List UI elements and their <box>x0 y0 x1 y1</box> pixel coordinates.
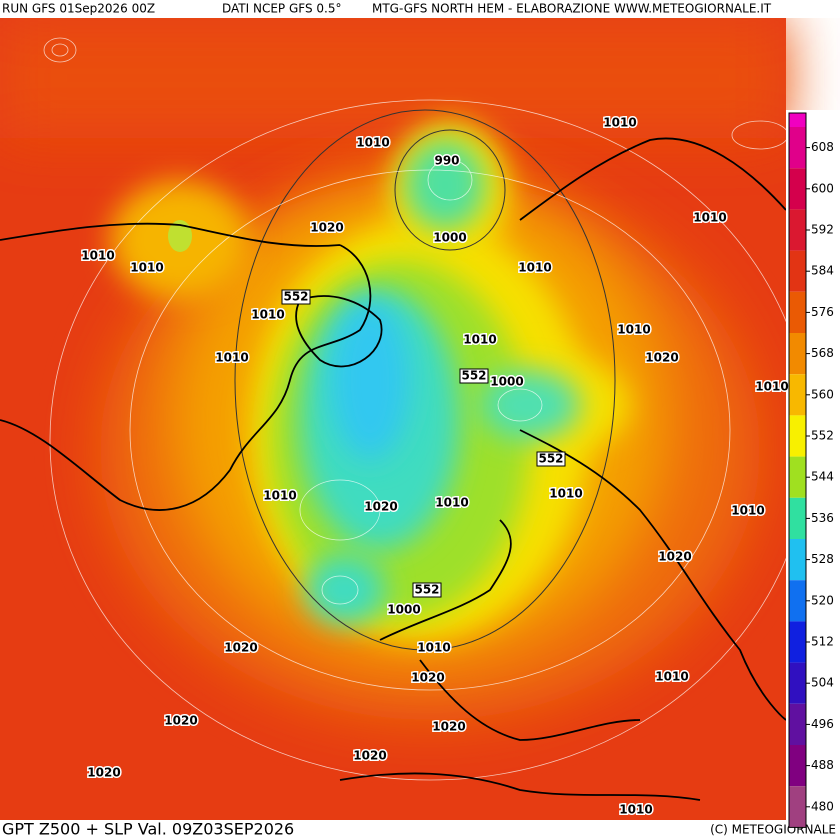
field-blob <box>480 370 580 440</box>
isobar-label-box <box>536 451 566 467</box>
color-swatch <box>789 333 806 375</box>
color-label: 496 <box>811 717 834 731</box>
color-swatch <box>789 374 806 416</box>
color-label: 512 <box>811 635 834 649</box>
isobar-label: 1010 <box>417 641 450 655</box>
header-bar <box>0 0 840 18</box>
contour <box>234 109 616 651</box>
isobar-label: 1000 <box>490 375 523 389</box>
color-label: 504 <box>811 676 834 690</box>
isobar-label: 1010 <box>731 504 764 518</box>
isobar-label: 552 <box>538 452 563 466</box>
color-label: 584 <box>811 264 834 278</box>
isobar-labels: 1010 1010 990 1020 1010 1010 1000 1010 1010 552 10… <box>80 114 790 818</box>
color-swatch <box>789 580 806 622</box>
isobar-label: 1010 <box>81 249 114 263</box>
isobar-label: 1000 <box>387 603 420 617</box>
map-title: GPT Z500 + SLP Val. 09Z03SEP2026 <box>2 820 294 839</box>
legend-top-cap <box>789 113 806 127</box>
isobar-label: 1020 <box>364 500 397 514</box>
isobar-label: 1020 <box>224 641 257 655</box>
isobar-label: 1020 <box>645 351 678 365</box>
color-label: 552 <box>811 429 834 443</box>
isobar-label: 1010 <box>463 333 496 347</box>
color-label: 592 <box>811 223 834 237</box>
isobar-label: 1020 <box>310 221 343 235</box>
footer-bar <box>0 820 840 840</box>
isobar-label: 1010 <box>549 487 582 501</box>
run-label: RUN GFS 01Sep2026 00Z <box>2 2 155 16</box>
color-label: 488 <box>811 758 834 772</box>
isobar-label: 1000 <box>433 231 466 245</box>
coastlines <box>0 137 787 801</box>
isobar-label: 1010 <box>617 323 650 337</box>
isobar-label: 1010 <box>755 380 788 394</box>
color-label: 520 <box>811 593 834 607</box>
isobar-label-box <box>459 368 489 384</box>
isobar-label: 1020 <box>432 720 465 734</box>
isobar-label: 1010 <box>619 803 652 817</box>
color-label: 568 <box>811 346 834 360</box>
isobar-label: 1010 <box>603 116 636 130</box>
color-label: 576 <box>811 305 834 319</box>
color-swatch <box>789 539 806 581</box>
isobar-label: 1020 <box>164 714 197 728</box>
color-swatch <box>789 786 806 828</box>
isobar-label: 1010 <box>251 308 284 322</box>
isobar-label: 1010 <box>518 261 551 275</box>
color-swatch <box>789 745 806 787</box>
isobar-label: 1010 <box>435 496 468 510</box>
color-label: 600 <box>811 181 834 195</box>
isobar-label: 1010 <box>215 351 248 365</box>
isobar-label: 1020 <box>658 550 691 564</box>
isobar-label: 552 <box>414 583 439 597</box>
color-label: 544 <box>811 470 834 484</box>
field-band <box>0 18 786 138</box>
field-blob <box>405 140 485 230</box>
color-swatch <box>789 209 806 251</box>
isobar-label: 1010 <box>356 136 389 150</box>
isobar-label: 1010 <box>263 489 296 503</box>
color-scale: 608 600 592 584 576 568 560 552 544 536 528 520 512 5… <box>788 112 834 828</box>
color-swatch <box>789 127 806 169</box>
color-swatch <box>789 662 806 704</box>
color-swatch <box>789 415 806 457</box>
isobar-label: 1020 <box>87 766 120 780</box>
field-core <box>305 555 385 625</box>
copyright: (C) METEOGIORNALE <box>710 823 836 837</box>
color-label: 528 <box>811 552 834 566</box>
color-label: 480 <box>811 799 834 813</box>
isobar-label: 990 <box>434 154 459 168</box>
color-scale-frame <box>788 112 807 828</box>
isobar-label-box <box>412 582 442 598</box>
field-core <box>330 300 410 460</box>
color-label: 536 <box>811 511 834 525</box>
color-label: 560 <box>811 387 834 401</box>
color-swatch <box>789 250 806 292</box>
isobar-label: 1010 <box>655 670 688 684</box>
isobar-label-box <box>281 289 311 305</box>
credit-label: MTG-GFS NORTH HEM - ELABORAZIONE WWW.MET… <box>372 2 772 16</box>
color-swatch <box>789 621 806 663</box>
color-label: 608 <box>811 140 834 154</box>
color-swatch <box>789 291 806 333</box>
isobar-label: 552 <box>461 369 486 383</box>
isobar-label: 1010 <box>693 211 726 225</box>
color-swatch <box>789 703 806 745</box>
isobar-label: 1010 <box>130 261 163 275</box>
isobar-label: 1020 <box>353 749 386 763</box>
color-swatch <box>789 497 806 539</box>
color-swatch <box>789 168 806 210</box>
field-blob <box>168 220 192 252</box>
isobar-label: 552 <box>283 290 308 304</box>
field <box>0 18 811 820</box>
color-swatch <box>789 456 806 498</box>
isobar-label: 1020 <box>411 671 444 685</box>
source-label: DATI NCEP GFS 0.5° <box>222 2 341 16</box>
contour <box>394 129 506 251</box>
